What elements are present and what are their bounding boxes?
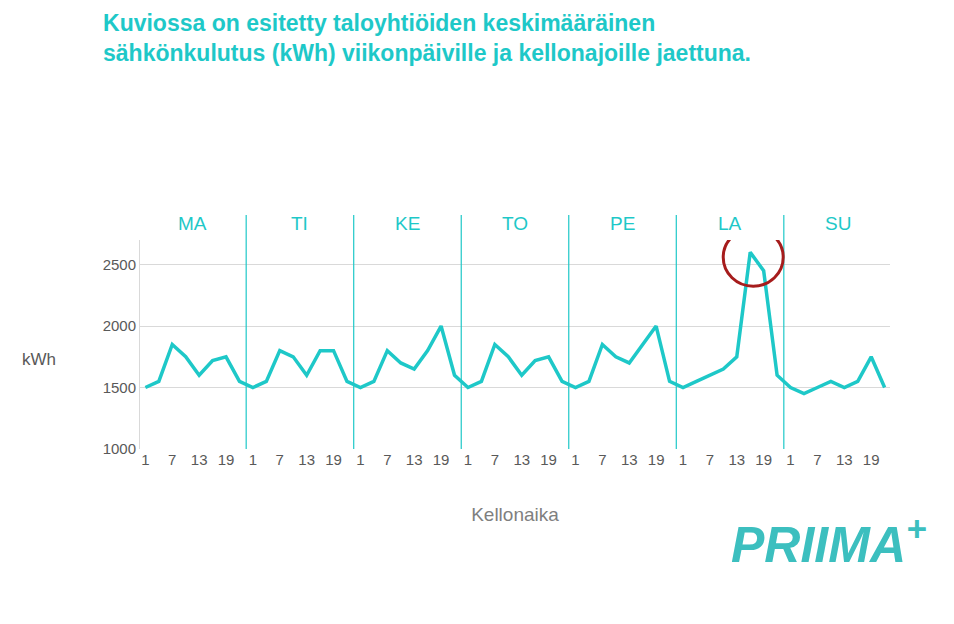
svg-text:7: 7 xyxy=(276,451,284,468)
svg-text:7: 7 xyxy=(813,451,821,468)
svg-text:13: 13 xyxy=(728,451,745,468)
svg-text:PE: PE xyxy=(610,213,635,234)
svg-text:1: 1 xyxy=(786,451,794,468)
svg-text:1000: 1000 xyxy=(103,440,136,457)
svg-text:PRIIMA​+​: PRIIMA​+​ xyxy=(731,509,926,573)
svg-text:1500: 1500 xyxy=(103,379,136,396)
svg-text:TO: TO xyxy=(502,213,528,234)
svg-text:13: 13 xyxy=(191,451,208,468)
svg-text:13: 13 xyxy=(406,451,423,468)
svg-text:7: 7 xyxy=(491,451,499,468)
svg-text:19: 19 xyxy=(540,451,557,468)
svg-text:19: 19 xyxy=(863,451,880,468)
svg-text:LA: LA xyxy=(718,213,742,234)
svg-text:13: 13 xyxy=(298,451,315,468)
svg-text:TI: TI xyxy=(291,213,308,234)
svg-text:1: 1 xyxy=(356,451,364,468)
svg-text:13: 13 xyxy=(513,451,530,468)
svg-text:7: 7 xyxy=(383,451,391,468)
svg-text:KE: KE xyxy=(395,213,420,234)
svg-text:1: 1 xyxy=(249,451,257,468)
svg-text:13: 13 xyxy=(836,451,853,468)
svg-text:1: 1 xyxy=(141,451,149,468)
svg-text:19: 19 xyxy=(755,451,772,468)
svg-text:Kellonaika: Kellonaika xyxy=(471,504,559,525)
svg-text:1: 1 xyxy=(464,451,472,468)
svg-text:SU: SU xyxy=(825,213,851,234)
svg-text:MA: MA xyxy=(178,213,207,234)
svg-text:19: 19 xyxy=(218,451,235,468)
svg-text:kWh: kWh xyxy=(22,350,56,369)
svg-text:1: 1 xyxy=(679,451,687,468)
svg-text:19: 19 xyxy=(325,451,342,468)
svg-text:19: 19 xyxy=(648,451,665,468)
svg-text:7: 7 xyxy=(706,451,714,468)
svg-text:2000: 2000 xyxy=(103,317,136,334)
svg-text:13: 13 xyxy=(621,451,638,468)
svg-text:7: 7 xyxy=(168,451,176,468)
svg-text:19: 19 xyxy=(433,451,450,468)
svg-text:Kuviossa on esitetty taloyhtiö: Kuviossa on esitetty taloyhtiöiden keski… xyxy=(103,10,751,66)
svg-text:1: 1 xyxy=(571,451,579,468)
svg-text:2500: 2500 xyxy=(103,256,136,273)
svg-text:7: 7 xyxy=(598,451,606,468)
